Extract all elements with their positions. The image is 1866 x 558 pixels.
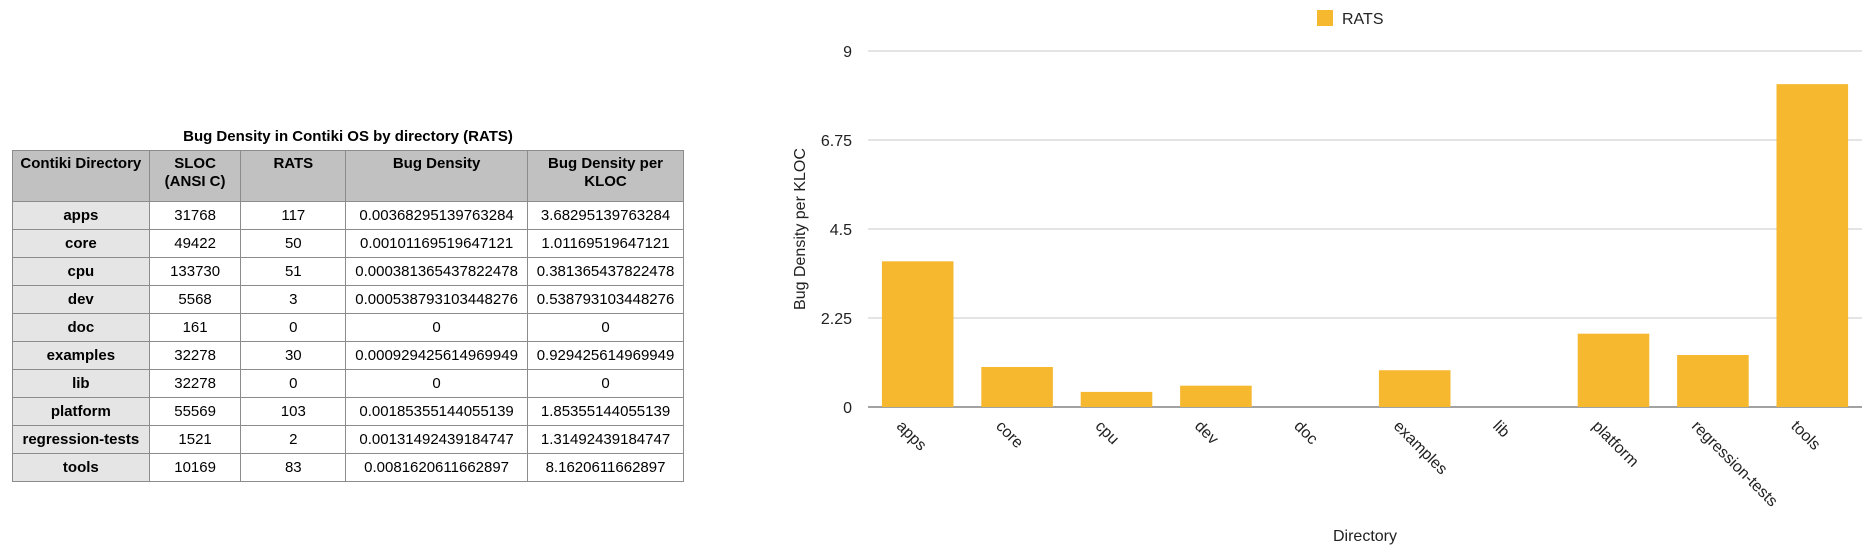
table-title: Bug Density in Contiki OS by directory (… — [183, 128, 513, 145]
cell-bug-density: 0.000929425614969949 — [345, 341, 529, 370]
cell-rats: 0 — [240, 369, 347, 398]
x-tick-label: apps — [893, 418, 930, 455]
cell-bug-density: 0 — [345, 313, 529, 342]
cell-directory: platform — [12, 397, 150, 426]
x-axis-title: Directory — [1333, 528, 1397, 545]
y-axis-title: Bug Density per KLOC — [792, 148, 809, 310]
bar — [1180, 385, 1252, 407]
x-tick-label: regression-tests — [1688, 418, 1781, 511]
cell-directory: cpu — [12, 257, 150, 286]
cell-rats: 30 — [240, 341, 347, 370]
bar — [1577, 333, 1650, 407]
bar — [1378, 370, 1451, 407]
y-tick-label: 6.75 — [821, 133, 852, 150]
bar — [1776, 84, 1849, 407]
x-tick-label: doc — [1290, 418, 1320, 448]
cell-directory: doc — [12, 313, 150, 342]
header-rats: RATS — [240, 150, 347, 202]
cell-rats: 3 — [240, 285, 347, 314]
cell-rats: 83 — [240, 453, 347, 482]
cell-rats: 2 — [240, 425, 347, 454]
y-tick-label: 9 — [843, 44, 852, 61]
x-tick-label: lib — [1489, 418, 1512, 441]
cell-bug-density: 0.00131492439184747 — [345, 425, 529, 454]
table-row: doc 161 0 0 0 — [12, 313, 684, 342]
cell-bug-density-kloc: 0.929425614969949 — [527, 341, 684, 370]
x-tick-label: tools — [1787, 418, 1823, 454]
table-row: platform 55569 103 0.00185355144055139 1.853… — [12, 397, 684, 426]
cell-directory: regression-tests — [12, 425, 150, 454]
header-bug-density-kloc: Bug Density per KLOC — [527, 150, 684, 202]
y-tick-label: 2.25 — [821, 311, 852, 328]
legend-label: RATS — [1342, 11, 1383, 28]
header-bug-density: Bug Density — [345, 150, 529, 202]
bar — [1677, 354, 1749, 407]
cell-rats: 0 — [240, 313, 347, 342]
cell-directory: dev — [12, 285, 150, 314]
bug-density-table: Contiki Directory SLOC (ANSI C) RATS Bug… — [12, 150, 684, 482]
cell-directory: lib — [12, 369, 150, 398]
cell-bug-density: 0.0081620611662897 — [345, 453, 529, 482]
header-directory: Contiki Directory — [12, 150, 150, 202]
cell-bug-density: 0.00185355144055139 — [345, 397, 529, 426]
table-row: tools 10169 83 0.0081620611662897 8.16206116… — [12, 453, 684, 482]
y-tick-label: 4.5 — [830, 222, 852, 239]
cell-bug-density: 0.00101169519647121 — [345, 229, 529, 258]
bar — [881, 261, 954, 407]
table-header-row: Contiki Directory SLOC (ANSI C) RATS Bug… — [12, 150, 684, 202]
cell-bug-density-kloc: 1.31492439184747 — [527, 425, 684, 454]
cell-rats: 50 — [240, 229, 347, 258]
cell-bug-density: 0.000538793103448276 — [345, 285, 529, 314]
cell-directory: apps — [12, 201, 150, 230]
cell-bug-density-kloc: 3.68295139763284 — [527, 201, 684, 230]
cell-bug-density-kloc: 0 — [527, 369, 684, 398]
table-row: lib 32278 0 0 0 — [12, 369, 684, 398]
cell-sloc: 1521 — [148, 425, 242, 454]
table-row: core 49422 50 0.00101169519647121 1.01169519… — [12, 229, 684, 258]
cell-bug-density-kloc: 8.1620611662897 — [527, 453, 684, 482]
cell-sloc: 32278 — [148, 341, 242, 370]
table-row: regression-tests 1521 2 0.00131492439184747… — [12, 425, 684, 454]
cell-sloc: 5568 — [148, 285, 242, 314]
cell-bug-density: 0 — [345, 369, 529, 398]
legend-swatch — [1317, 10, 1333, 26]
x-tick-label: cpu — [1092, 418, 1122, 448]
cell-directory: core — [12, 229, 150, 258]
x-tick-label: dev — [1191, 418, 1221, 448]
cell-sloc: 10169 — [148, 453, 242, 482]
cell-bug-density: 0.00368295139763284 — [345, 201, 529, 230]
table-row: apps 31768 117 0.00368295139763284 3.6829513… — [12, 201, 684, 230]
cell-bug-density-kloc: 0.381365437822478 — [527, 257, 684, 286]
x-tick-label: core — [992, 418, 1026, 452]
cell-sloc: 32278 — [148, 369, 242, 398]
y-tick-label: 0 — [843, 400, 852, 417]
cell-sloc: 133730 — [148, 257, 242, 286]
header-sloc: SLOC (ANSI C) — [148, 150, 242, 202]
cell-rats: 117 — [240, 201, 347, 230]
table-block: Bug Density in Contiki OS by directory (… — [12, 128, 684, 482]
x-tick-label: platform — [1589, 418, 1642, 471]
bar — [1080, 391, 1153, 407]
x-tick-label: examples — [1390, 418, 1450, 478]
cell-sloc: 49422 — [148, 229, 242, 258]
bar — [981, 366, 1053, 407]
cell-directory: tools — [12, 453, 150, 482]
